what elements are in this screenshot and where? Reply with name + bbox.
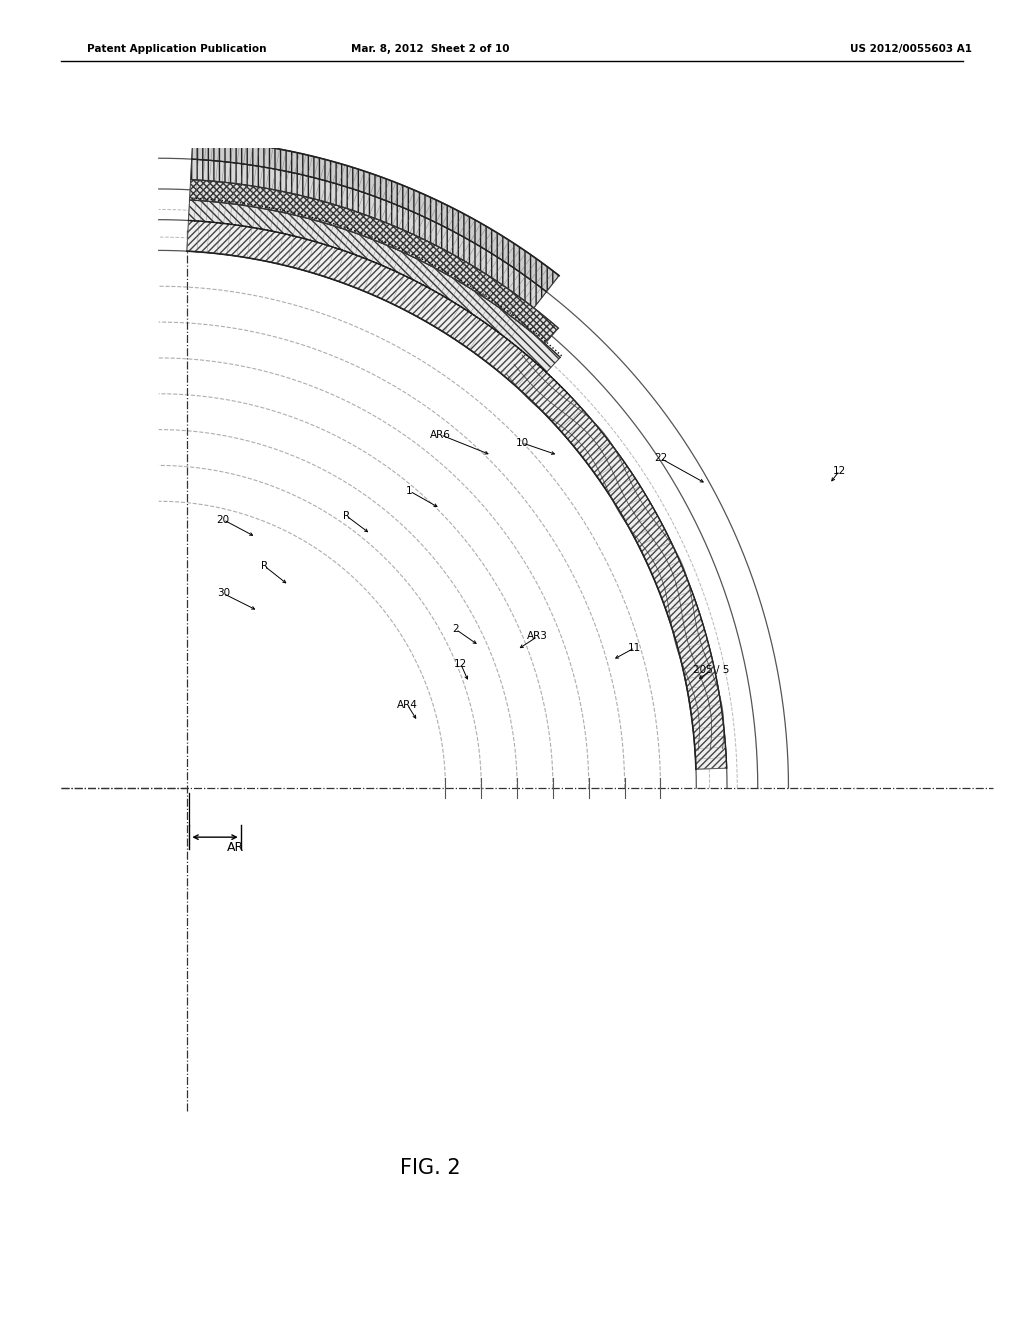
Text: R: R (343, 511, 349, 520)
Text: US 2012/0055603 A1: US 2012/0055603 A1 (850, 44, 972, 54)
Polygon shape (191, 139, 559, 292)
Text: 12: 12 (834, 466, 846, 475)
Text: 20: 20 (217, 515, 229, 525)
Text: AR4: AR4 (397, 700, 418, 710)
Text: Mar. 8, 2012  Sheet 2 of 10: Mar. 8, 2012 Sheet 2 of 10 (351, 44, 509, 54)
Text: 11: 11 (629, 643, 641, 652)
Text: 22: 22 (654, 453, 667, 463)
Text: 205 / 5: 205 / 5 (693, 665, 730, 676)
Text: FIG. 2: FIG. 2 (399, 1158, 461, 1179)
Text: AR3: AR3 (527, 631, 548, 642)
Text: 1: 1 (407, 486, 413, 496)
Polygon shape (186, 220, 727, 770)
Text: 12: 12 (455, 659, 467, 669)
Text: AR6: AR6 (430, 430, 451, 440)
Text: Patent Application Publication: Patent Application Publication (87, 44, 266, 54)
Text: 10: 10 (516, 438, 528, 447)
Text: AR: AR (227, 841, 245, 854)
Polygon shape (188, 201, 560, 372)
Text: R: R (261, 561, 267, 570)
Polygon shape (189, 180, 558, 343)
Polygon shape (190, 160, 547, 308)
Text: 30: 30 (217, 589, 229, 598)
Text: 2: 2 (453, 624, 459, 635)
